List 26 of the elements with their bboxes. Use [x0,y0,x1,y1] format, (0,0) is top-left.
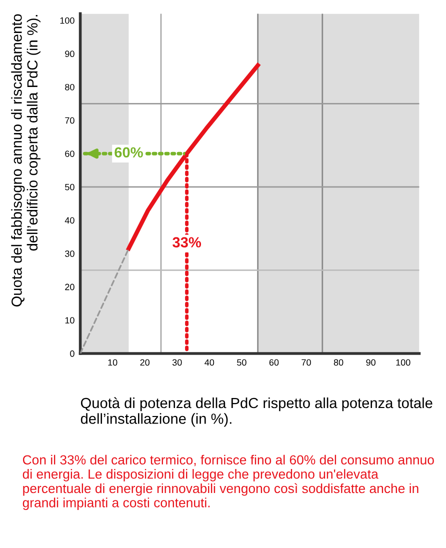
y-tick-label: 20 [65,284,74,290]
x-tick-label: 70 [302,359,311,366]
x-tick-label: 30 [172,359,182,366]
y-tick-label: 70 [65,117,74,124]
y-tick-label: 50 [65,184,74,190]
x-tick-label: 60 [269,359,279,366]
text: Con il 33% del carico termico, fornisce fino al 60% del consumo annuo di energia. Le disposizioni di legge che prevedono un'elevata percentuale di energie rinnovabili vengono così soddisfatte anche in grandi impianti a costi contenuti. [22,454,434,510]
y-axis-title: Quota del fabbisogno annuo di riscaldamento dell’edificio coperta dalla PdC (in %). [11,14,40,306]
y-tick-label: 90 [65,50,74,58]
y-tick-label: 30 [65,250,74,257]
x-tick-label: 40 [204,359,214,366]
annotation: 33% [172,237,202,248]
x-tick-label: 10 [108,359,118,366]
x-axis-title: Quotà di potenza della PdC rispetto alla potenza totale dell’installazione (in %). [80,397,432,427]
x-tick-label: 50 [237,359,246,366]
y-tick-label: 40 [64,217,74,224]
y-tick-label: 10 [65,317,74,324]
x-tick-label: 20 [140,359,150,366]
annotation: 60% [114,147,143,158]
y-tick-label: 100 [60,17,74,24]
x-tick-label: 80 [334,359,344,366]
y-tick-label: 60 [65,150,74,157]
x-tick-label: 100 [396,359,410,366]
x-tick-label: 90 [366,359,376,366]
y-tick-label: 80 [65,84,74,90]
y-tick-label: 0 [70,350,74,357]
